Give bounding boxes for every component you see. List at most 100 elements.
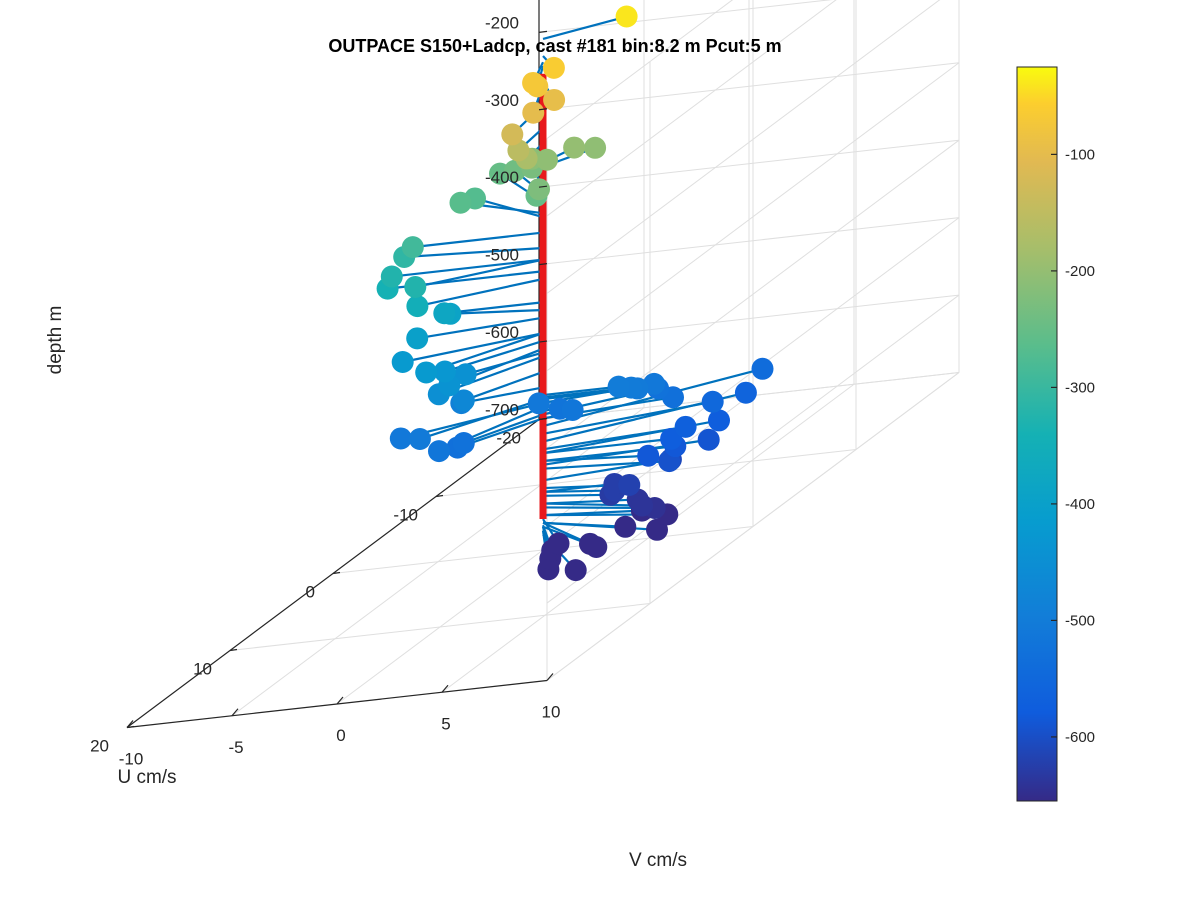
depth-tick-label: -600	[485, 323, 519, 342]
depth-tick-label: -200	[485, 13, 519, 32]
depth-tick-mark	[538, 340, 548, 343]
u-tick-mark	[538, 417, 547, 421]
data-point	[607, 375, 630, 398]
v-axis-label: V cm/s	[629, 850, 687, 871]
data-point	[389, 427, 412, 450]
velocity-stick	[542, 502, 643, 507]
colorbar-tick-label: -100	[1065, 146, 1095, 163]
velocity-sticks	[387, 15, 763, 571]
data-point	[547, 532, 570, 555]
data-point	[543, 88, 566, 111]
data-point	[564, 559, 587, 582]
data-point	[637, 444, 660, 467]
grid-line	[546, 294, 960, 604]
u-axis-label: U cm/s	[117, 767, 176, 788]
u-tick-label: 0	[306, 583, 315, 602]
v-tick-label: -5	[228, 738, 243, 757]
data-point	[433, 360, 456, 383]
depth-tick-mark	[538, 30, 548, 33]
data-point	[697, 428, 720, 451]
data-point	[528, 178, 550, 201]
velocity-stick	[461, 386, 544, 405]
u-tick-label: -20	[496, 429, 521, 448]
data-point	[674, 415, 697, 438]
v-tick-label: 10	[542, 703, 561, 722]
depth-tick-label: -300	[485, 91, 519, 110]
v-tick-label: -10	[119, 750, 144, 769]
velocity-stick	[417, 277, 544, 308]
data-point	[406, 327, 429, 350]
data-point	[408, 427, 431, 450]
data-point	[734, 381, 757, 404]
grid-line	[538, 217, 960, 266]
grid-line	[538, 294, 960, 343]
data-point	[631, 494, 654, 517]
data-point	[401, 236, 424, 259]
colorbar-tick-label: -600	[1065, 729, 1095, 746]
velocity-stick	[542, 437, 672, 455]
grid-line	[441, 383, 855, 693]
depth-tick-label: -400	[485, 168, 519, 187]
velocity-stick	[450, 308, 544, 315]
data-point	[584, 136, 607, 159]
colorbar-tick-label: -200	[1065, 263, 1095, 280]
data-point	[391, 350, 414, 373]
data-point	[643, 372, 666, 395]
data-point	[404, 276, 427, 299]
colorbar-gradient	[1016, 66, 1058, 802]
velocity-stick	[463, 370, 544, 402]
u-tick-mark	[126, 725, 135, 729]
grid-line	[538, 62, 960, 111]
velocity-stick	[542, 521, 626, 528]
v-tick-mark	[126, 720, 134, 728]
data-point	[501, 123, 524, 146]
v-tick-mark	[441, 684, 449, 693]
data-point	[614, 515, 637, 538]
velocity-stick	[402, 332, 544, 364]
u-tick-mark	[435, 494, 444, 498]
depth-tick-label: -500	[485, 246, 519, 265]
velocity-stick	[417, 316, 544, 340]
data-point	[660, 427, 683, 450]
data-point	[646, 518, 668, 541]
chart-title: OUTPACE S150+Ladcp, cast #181 bin:8.2 m …	[328, 36, 781, 56]
velocity-stick	[542, 493, 611, 497]
v-tick-mark	[336, 696, 344, 705]
velocity-stick	[542, 509, 642, 517]
v-tick-mark	[231, 708, 239, 717]
depth-tick-mark	[538, 263, 548, 266]
data-point	[561, 398, 584, 421]
data-point	[522, 101, 545, 124]
colorbar-tick-label: -300	[1065, 379, 1095, 396]
data-point	[449, 191, 472, 214]
data-point	[579, 532, 601, 555]
colorbar: -100 -200 -300 -400 -500 -600	[1016, 66, 1095, 802]
data-points	[376, 5, 774, 582]
velocity-stick	[463, 413, 544, 445]
data-point	[433, 302, 456, 325]
grid-line	[546, 0, 941, 294]
grid-line	[546, 0, 837, 217]
velocity-stick	[542, 482, 615, 494]
data-point	[527, 392, 550, 415]
data-point	[454, 363, 477, 386]
grid-line	[538, 0, 833, 33]
velocity-stick	[391, 258, 544, 278]
velocity-stick	[404, 246, 544, 259]
depth-tick-mark	[538, 108, 548, 111]
grid-line	[546, 62, 960, 372]
data-point	[618, 473, 641, 496]
data-point	[708, 409, 730, 432]
u-tick-label: 10	[193, 660, 212, 679]
data-point	[522, 71, 545, 94]
data-point	[615, 5, 638, 28]
depth-tick-mark	[538, 185, 548, 188]
velocity-stick	[542, 15, 627, 41]
data-point	[452, 389, 475, 412]
colorbar-tick-label: -500	[1065, 612, 1095, 629]
u-tick-mark	[332, 571, 341, 575]
velocity-stick	[465, 351, 544, 376]
data-point	[563, 136, 586, 159]
data-point	[452, 432, 475, 455]
data-point	[380, 265, 403, 288]
